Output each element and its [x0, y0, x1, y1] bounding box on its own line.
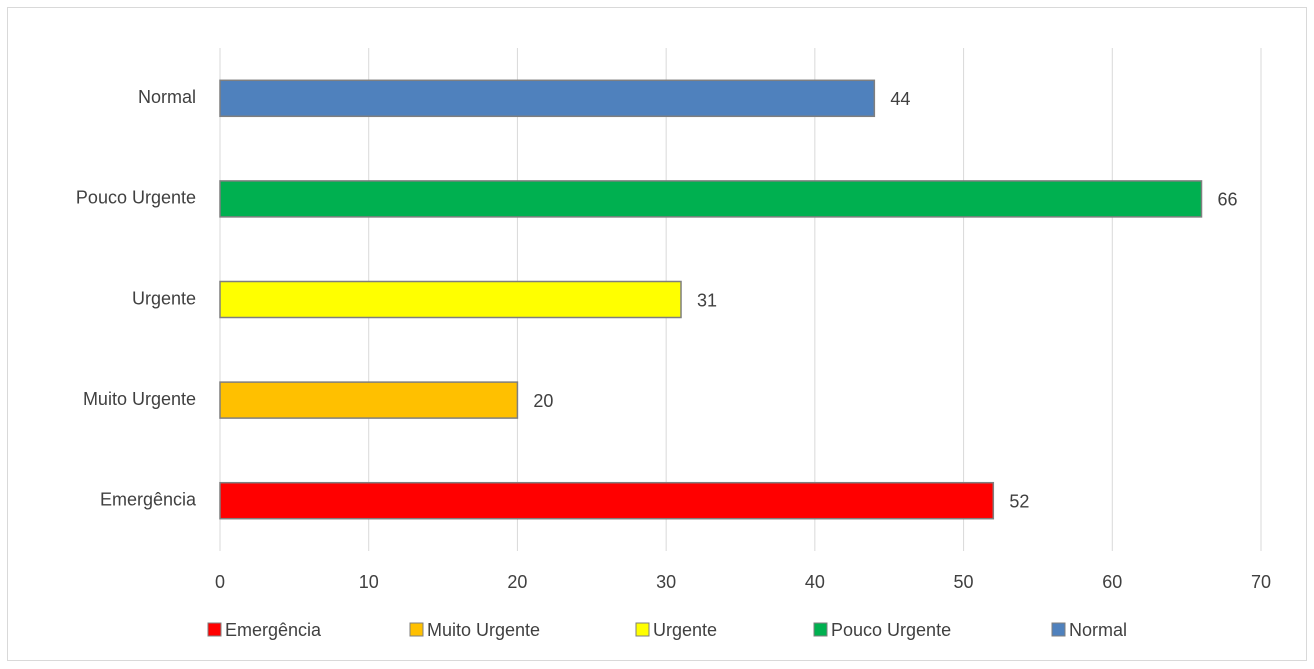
legend-swatch: [813, 622, 828, 637]
legend-swatch: [1051, 622, 1066, 637]
legend-label: Normal: [1069, 620, 1127, 640]
y-tick-label: Pouco Urgente: [76, 188, 196, 208]
legend-swatch: [635, 622, 650, 637]
bar: [219, 481, 995, 520]
y-tick-label: Emergência: [100, 489, 197, 509]
y-tick-label: Muito Urgente: [83, 389, 196, 409]
legend-label: Pouco Urgente: [831, 620, 951, 640]
data-label: 66: [1218, 190, 1238, 210]
bar: [219, 79, 876, 118]
data-label: 52: [1009, 491, 1029, 511]
bar: [219, 180, 1203, 218]
data-label: 31: [697, 290, 717, 310]
x-tick-label: 60: [1102, 572, 1122, 592]
x-tick-label: 30: [656, 572, 676, 592]
x-tick-label: 10: [359, 572, 379, 592]
legend-swatch: [207, 622, 222, 637]
y-tick-label: Normal: [138, 87, 196, 107]
legend-label: Urgente: [653, 620, 717, 640]
legend-label: Muito Urgente: [427, 620, 540, 640]
legend-label: Emergência: [225, 620, 322, 640]
bar: [219, 381, 519, 419]
legend-swatch: [409, 622, 424, 637]
x-tick-label: 0: [215, 572, 225, 592]
data-label: 44: [890, 89, 910, 109]
data-label: 20: [533, 391, 553, 411]
x-tick-label: 70: [1251, 572, 1271, 592]
x-tick-label: 20: [507, 572, 527, 592]
y-tick-label: Urgente: [132, 288, 196, 308]
bar: [219, 280, 682, 319]
x-tick-label: 40: [805, 572, 825, 592]
x-tick-label: 50: [954, 572, 974, 592]
